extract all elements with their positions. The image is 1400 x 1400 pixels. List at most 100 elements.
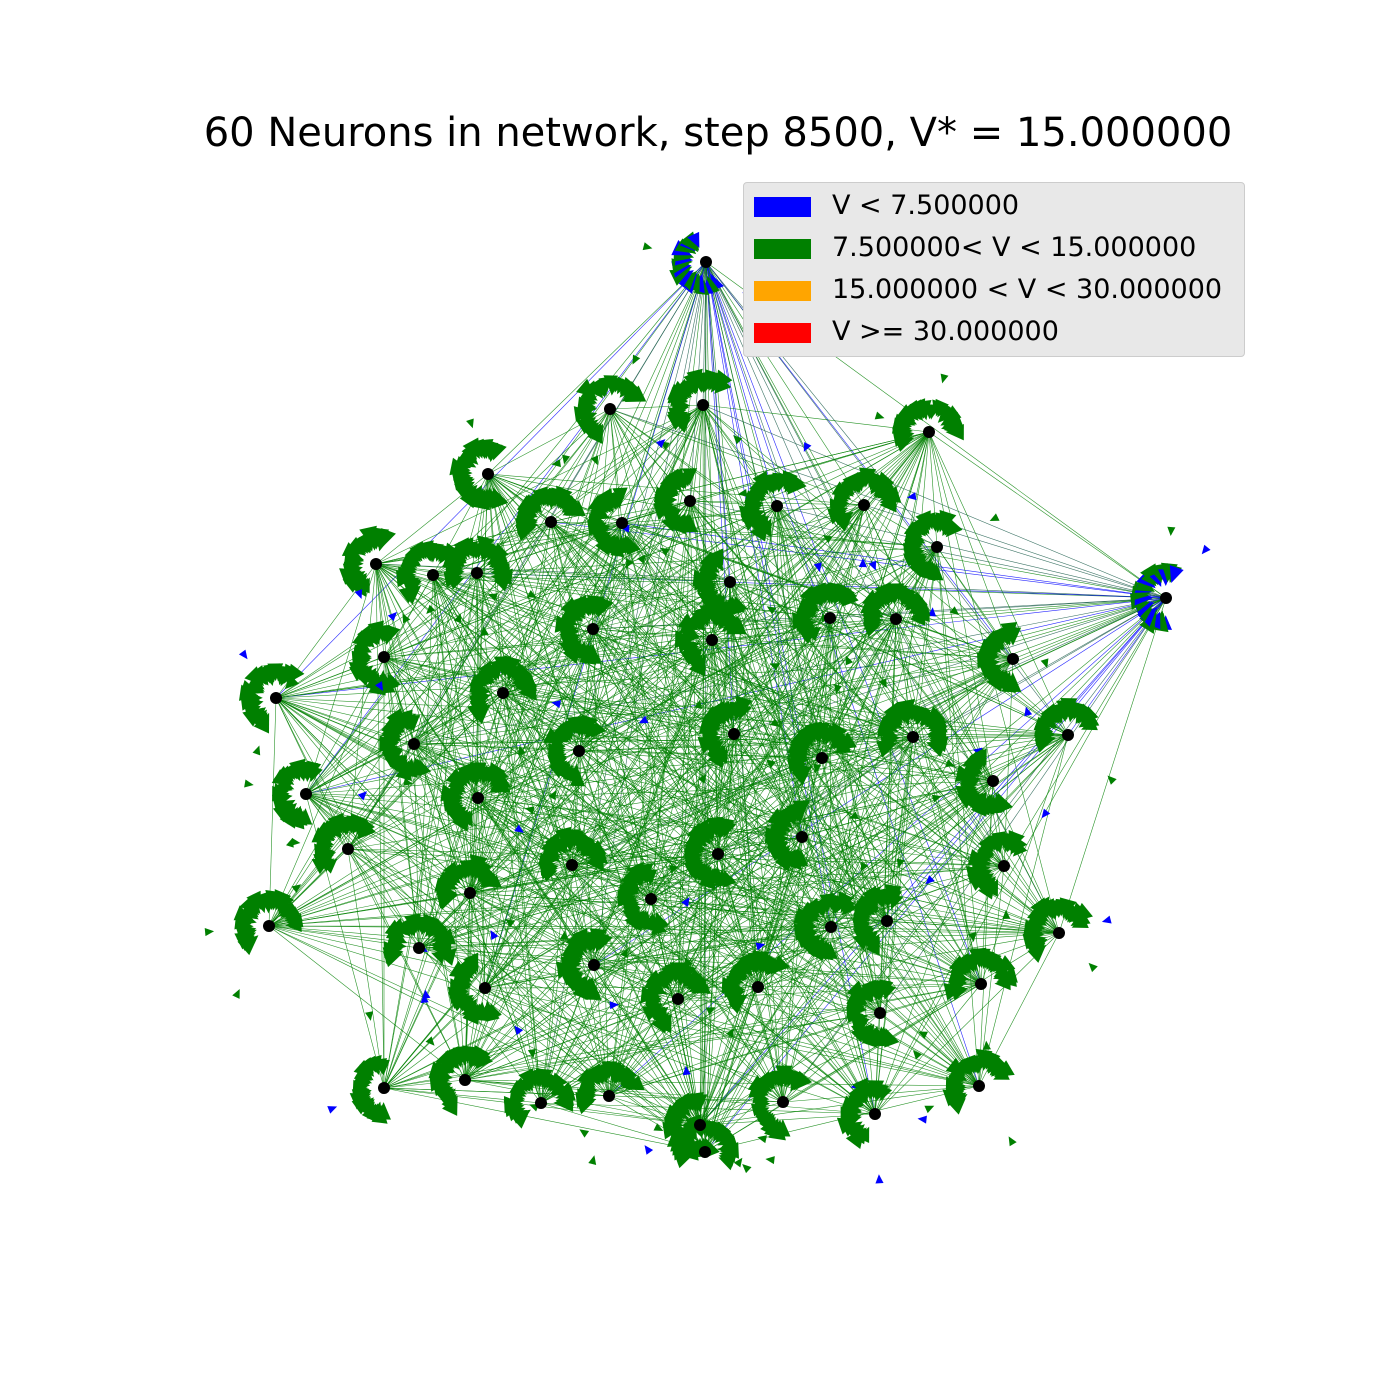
synapse-edge (705, 261, 881, 1014)
arrowhead (463, 952, 479, 973)
synapse-edge (717, 658, 1014, 855)
synapse-edge (592, 504, 865, 630)
neuron-node (771, 500, 783, 512)
arrowhead (466, 418, 474, 429)
neuron-node (300, 788, 312, 800)
neuron-node (694, 1119, 706, 1131)
legend-item-high: 15.000000 < V < 30.000000 (754, 275, 1244, 305)
synapse-edge (571, 864, 701, 1126)
synapse-edge (418, 898, 652, 949)
synapse-edge (592, 628, 832, 928)
synapse-edge (650, 617, 831, 900)
neuron-node (378, 1082, 390, 1094)
arrowhead (889, 892, 904, 910)
synapse-edge (305, 563, 377, 795)
arrowhead (803, 442, 812, 452)
arrowhead (643, 869, 658, 886)
synapse-edge (347, 848, 573, 866)
arrowhead (526, 590, 537, 598)
synapse-edge (702, 404, 1167, 599)
arrowhead (599, 932, 613, 951)
arrowhead (588, 1155, 597, 1165)
synapse-edge (305, 404, 704, 795)
synapse-edge (729, 581, 1060, 934)
arrowhead (989, 513, 1000, 522)
arrowhead (642, 242, 653, 251)
synapse-edge (540, 780, 994, 1104)
arrowhead (626, 914, 636, 925)
synapse-edge (776, 505, 994, 782)
synapse-edge (608, 736, 914, 1097)
neuron-node (342, 843, 354, 855)
synapse-edge (469, 892, 982, 985)
synapse-edge (418, 574, 434, 949)
arrowhead (793, 1070, 813, 1091)
synapse-edge (418, 926, 832, 949)
synapse-edge (829, 617, 888, 922)
synapse-edge (699, 1085, 980, 1126)
neuron-node (603, 1090, 615, 1102)
synapse-edge (275, 628, 594, 699)
synapse-edge (704, 546, 938, 1153)
synapse-edge (699, 1101, 784, 1126)
arrowhead (977, 839, 995, 857)
arrowhead (490, 930, 499, 941)
synapse-edge (347, 408, 611, 850)
arrowhead (387, 611, 398, 622)
arrowhead (697, 773, 707, 784)
synapse-edge (704, 431, 930, 1153)
synapse-edge (801, 836, 982, 985)
synapse-edge (305, 793, 706, 1153)
synapse-edge (383, 656, 471, 894)
arrowhead (765, 1156, 775, 1165)
arrowhead (994, 975, 1011, 991)
synapse-edge (413, 743, 1005, 867)
synapse-edge (464, 983, 982, 1081)
arrowhead (548, 790, 557, 801)
neuron-node (464, 887, 476, 899)
arrowhead (931, 794, 942, 803)
synapse-edge (268, 572, 478, 927)
synapse-edge (593, 964, 876, 1115)
arrowhead (684, 957, 693, 968)
arrowhead (758, 517, 767, 528)
synapse-edge (432, 574, 888, 922)
synapse-edge (895, 618, 1069, 736)
arrowhead (813, 562, 822, 573)
neuron-node (699, 1146, 711, 1158)
synapse-edge (305, 793, 573, 866)
neuron-node (907, 731, 919, 743)
synapse-edge (476, 572, 803, 838)
synapse-edge (677, 500, 691, 1000)
neuron-node (1160, 592, 1172, 604)
synapse-edge (608, 500, 691, 1097)
arrowhead (388, 625, 401, 641)
arrowhead (955, 785, 977, 803)
synapse-edge (621, 522, 1167, 599)
arrowhead (492, 441, 507, 461)
synapse-edge (550, 521, 1167, 599)
synapse-edge (928, 431, 1069, 736)
neuron-node (777, 1096, 789, 1108)
arrowhead (638, 715, 649, 724)
legend-swatch-green (754, 239, 811, 259)
arrowhead (357, 820, 376, 840)
synapse-edge (608, 733, 735, 1097)
arrowhead (725, 1027, 734, 1038)
arrowhead (571, 927, 588, 949)
neuron-node (706, 634, 718, 646)
synapse-edge (874, 865, 1005, 1115)
arrowhead (834, 740, 852, 753)
arrowhead (290, 837, 301, 846)
arrowhead (687, 231, 700, 248)
arrowhead (503, 1096, 524, 1114)
synapse-edge (886, 597, 1167, 922)
arrowhead (375, 681, 384, 691)
arrowhead (1024, 706, 1033, 717)
arrowhead (644, 1145, 654, 1155)
synapse-edge (275, 697, 679, 1000)
arrowhead (252, 745, 261, 756)
arrowhead (514, 1025, 524, 1036)
neuron-node (973, 1080, 985, 1092)
arrowhead (291, 884, 302, 893)
